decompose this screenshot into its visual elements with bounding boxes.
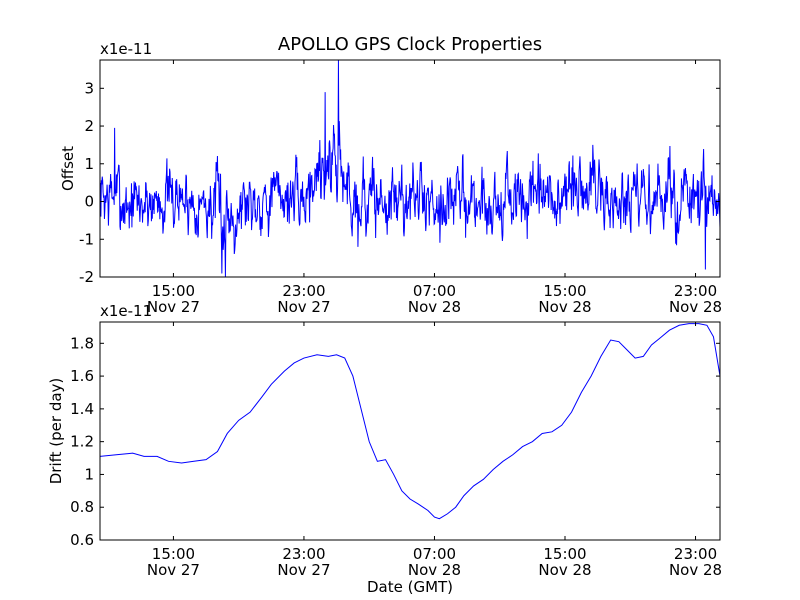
x-tick-date: Nov 28: [408, 561, 461, 579]
y-tick-label: 2: [84, 117, 94, 135]
x-tick-date: Nov 28: [538, 298, 591, 316]
x-tick-date: Nov 28: [669, 561, 722, 579]
chart-title: APOLLO GPS Clock Properties: [278, 34, 542, 55]
y-tick-label: -2: [79, 268, 94, 286]
x-tick-date: Nov 27: [277, 298, 330, 316]
x-tick-date: Nov 27: [147, 298, 200, 316]
y-axis-label: Offset: [59, 146, 77, 191]
x-tick-time: 07:00: [413, 282, 456, 300]
x-tick-time: 23:00: [282, 545, 325, 563]
y-tick-label: 1.8: [70, 334, 94, 352]
x-tick-date: Nov 28: [538, 561, 591, 579]
x-tick-time: 23:00: [282, 282, 325, 300]
y-axis-label: Drift (per day): [47, 378, 65, 485]
y-tick-label: 1: [84, 465, 94, 483]
x-tick-date: Nov 27: [277, 561, 330, 579]
y-tick-label: 3: [84, 79, 94, 97]
x-axis-label: Date (GMT): [367, 578, 453, 596]
plot-frame: [99, 321, 721, 541]
x-tick-time: 23:00: [674, 282, 717, 300]
x-tick-time: 15:00: [543, 545, 586, 563]
x-tick-date: Nov 27: [147, 561, 200, 579]
x-tick-time: 23:00: [674, 545, 717, 563]
plot-frame: [99, 59, 721, 278]
y-tick-label: 1: [84, 155, 94, 173]
series-line-drift: [100, 323, 720, 520]
y-tick-label: 1.2: [70, 433, 94, 451]
x-tick-time: 15:00: [152, 545, 195, 563]
x-tick-time: 15:00: [543, 282, 586, 300]
series-line-offset: [100, 60, 720, 277]
y-tick-label: 0.6: [70, 531, 94, 549]
x-tick-time: 07:00: [413, 545, 456, 563]
y-tick-label: 1.4: [70, 400, 94, 418]
y-tick-label: 0.8: [70, 498, 94, 516]
x-tick-date: Nov 28: [408, 298, 461, 316]
y-scale-label: x1e-11: [100, 40, 152, 58]
x-tick-time: 15:00: [152, 282, 195, 300]
y-tick-label: 0: [84, 193, 94, 211]
x-tick-date: Nov 28: [669, 298, 722, 316]
y-tick-label: -1: [79, 230, 94, 248]
y-tick-label: 1.6: [70, 367, 94, 385]
y-scale-label: x1e-11: [100, 302, 152, 320]
